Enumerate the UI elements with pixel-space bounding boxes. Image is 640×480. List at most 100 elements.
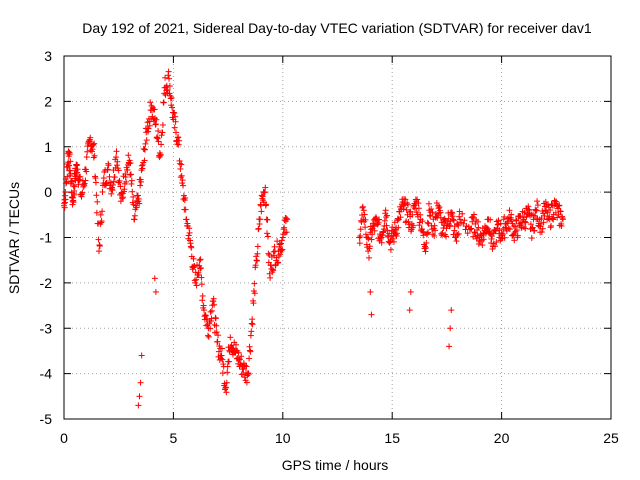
data-point <box>114 158 121 165</box>
data-point <box>182 194 189 201</box>
data-point <box>250 300 257 307</box>
data-point <box>538 215 545 222</box>
data-point <box>165 68 172 75</box>
data-point-outlier <box>135 402 142 409</box>
data-point <box>437 209 444 216</box>
data-point <box>544 201 551 208</box>
data-point <box>383 222 390 229</box>
data-point <box>219 370 226 377</box>
data-point <box>264 216 271 223</box>
data-point <box>459 210 466 217</box>
data-point <box>450 217 457 224</box>
data-point <box>142 140 149 147</box>
data-point <box>168 94 175 101</box>
data-point <box>365 248 372 255</box>
data-point <box>151 106 158 113</box>
data-point <box>157 151 164 158</box>
data-point <box>83 168 90 175</box>
data-point <box>512 228 519 235</box>
data-point <box>242 362 249 369</box>
data-point <box>129 188 136 195</box>
data-point <box>540 210 547 217</box>
data-point <box>457 216 464 223</box>
data-point <box>278 237 285 244</box>
data-point <box>190 255 197 262</box>
data-point <box>394 230 401 237</box>
data-point <box>124 166 131 173</box>
data-point-outlier <box>446 343 453 350</box>
data-point <box>533 207 540 214</box>
data-point <box>159 121 166 128</box>
data-point <box>64 173 71 180</box>
data-point <box>558 223 565 230</box>
data-point <box>461 217 468 224</box>
data-point <box>274 238 281 245</box>
data-point <box>417 211 424 218</box>
data-point <box>104 166 111 173</box>
x-tick-label: 5 <box>170 430 178 446</box>
data-point <box>137 182 144 189</box>
x-tick-label: 25 <box>603 430 619 446</box>
data-point <box>501 234 508 241</box>
data-point <box>193 282 200 289</box>
data-point <box>100 175 107 182</box>
data-point <box>270 248 277 255</box>
data-point <box>218 345 225 352</box>
data-point <box>98 218 105 225</box>
data-point-outlier <box>447 325 454 332</box>
data-point <box>433 200 440 207</box>
y-tick-label: 3 <box>44 48 52 64</box>
data-point <box>116 177 123 184</box>
data-point <box>416 219 423 226</box>
data-point <box>443 233 450 240</box>
data-point <box>274 259 281 266</box>
data-point <box>171 109 178 116</box>
x-tick-label: 10 <box>275 430 291 446</box>
data-point <box>376 216 383 223</box>
data-point <box>202 312 209 319</box>
data-point <box>387 246 394 253</box>
data-point <box>415 205 422 212</box>
data-point <box>513 217 520 224</box>
data-point <box>90 154 97 161</box>
data-point <box>357 233 364 240</box>
data-point <box>369 231 376 238</box>
data-point <box>198 274 205 281</box>
data-point <box>227 334 234 341</box>
data-point <box>146 122 153 129</box>
data-point <box>179 177 186 184</box>
data-point <box>253 257 260 264</box>
data-point <box>67 158 74 165</box>
data-point <box>359 203 366 210</box>
data-point <box>278 240 285 247</box>
y-tick-label: -2 <box>40 275 53 291</box>
data-point <box>455 230 462 237</box>
data-point <box>73 169 80 176</box>
data-point <box>224 369 231 376</box>
data-point <box>105 162 112 169</box>
data-point <box>371 227 378 234</box>
y-tick-label: 0 <box>44 184 52 200</box>
data-point <box>474 218 481 225</box>
data-point <box>429 209 436 216</box>
data-point <box>454 231 461 238</box>
data-point <box>66 151 73 158</box>
data-point <box>155 128 162 135</box>
data-point <box>521 218 528 225</box>
data-point <box>460 220 467 227</box>
data-point <box>254 243 261 250</box>
data-point <box>70 199 77 206</box>
data-point <box>540 219 547 226</box>
data-point <box>506 207 513 214</box>
data-point <box>377 235 384 242</box>
data-point <box>67 167 74 174</box>
data-point <box>479 242 486 249</box>
data-point <box>169 104 176 111</box>
data-point-outlier <box>136 393 143 400</box>
data-point <box>96 248 103 255</box>
data-point <box>249 321 256 328</box>
data-point <box>271 248 278 255</box>
data-point <box>489 245 496 252</box>
